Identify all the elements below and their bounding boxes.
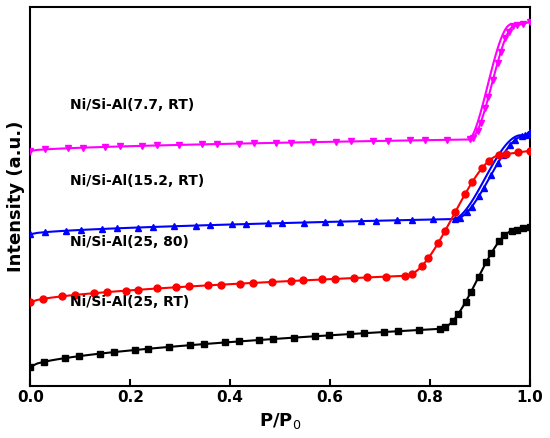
Text: Ni/Si-Al(7.7, RT): Ni/Si-Al(7.7, RT) <box>70 99 195 113</box>
Y-axis label: Intensity (a.u.): Intensity (a.u.) <box>7 120 25 272</box>
X-axis label: P/P$_0$: P/P$_0$ <box>259 411 301 431</box>
Text: Ni/Si-Al(15.2, RT): Ni/Si-Al(15.2, RT) <box>70 174 205 188</box>
Text: Ni/Si-Al(25, 80): Ni/Si-Al(25, 80) <box>70 235 189 249</box>
Text: Ni/Si-Al(25, RT): Ni/Si-Al(25, RT) <box>70 295 190 309</box>
